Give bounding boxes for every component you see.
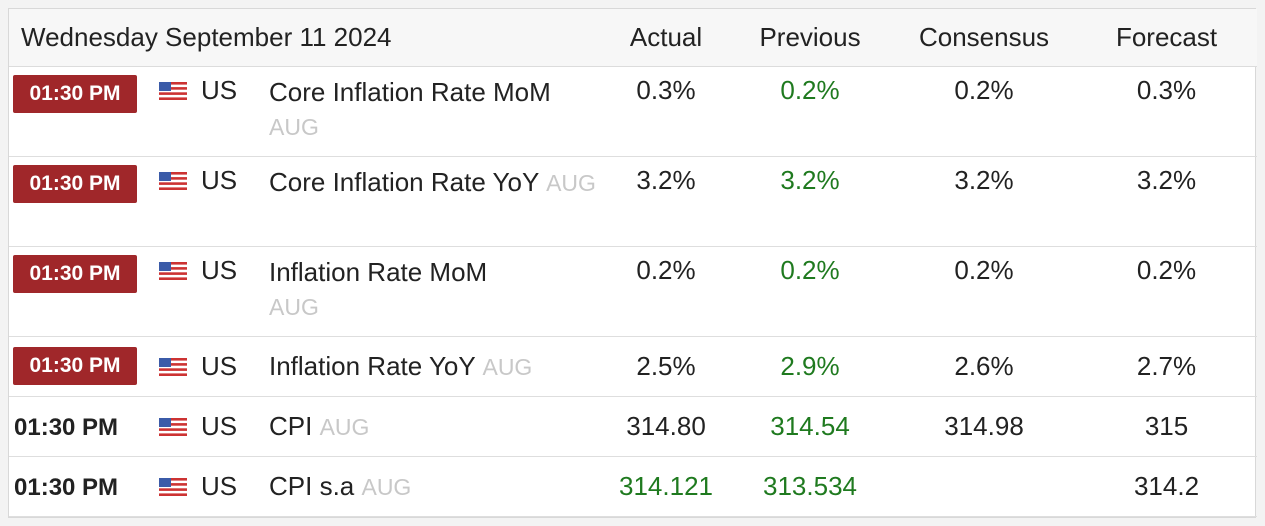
us-flag-icon	[159, 171, 187, 190]
country-cell: US	[159, 396, 269, 456]
forecast-header[interactable]: Forecast	[1115, 21, 1218, 52]
forecast-value: 3.2%	[1136, 164, 1197, 195]
us-flag-icon	[159, 417, 187, 436]
us-flag-icon	[159, 261, 187, 280]
event-name[interactable]: Inflation Rate YoY	[269, 350, 476, 381]
economic-calendar: Wednesday September 11 2024 Actual Previ…	[8, 8, 1258, 518]
consensus-value: 3.2%	[954, 164, 1014, 195]
forecast-value: 314.2	[1133, 470, 1200, 501]
country-code: US	[201, 74, 238, 105]
country-code: US	[201, 254, 238, 285]
header-row: Wednesday September 11 2024 Actual Previ…	[9, 9, 1258, 66]
forecast-value: 0.2%	[1136, 254, 1197, 285]
actual-header[interactable]: Actual	[629, 21, 703, 52]
previous-value: 3.2%	[780, 164, 840, 195]
time-badge: 01:30 PM	[13, 74, 137, 113]
table-row[interactable]: 01:30 PM US Core Inflation Rate YoY AUG …	[9, 156, 1258, 246]
consensus-value: 2.6%	[954, 350, 1014, 381]
event-name[interactable]: Inflation Rate MoM	[269, 256, 488, 287]
previous-value: 314.54	[770, 410, 850, 441]
time-label: 01:30 PM	[14, 413, 119, 441]
actual-value: 314.121	[619, 470, 713, 501]
country-code: US	[201, 350, 238, 381]
event-name[interactable]: Core Inflation Rate YoY	[269, 166, 539, 197]
consensus-header[interactable]: Consensus	[918, 21, 1050, 52]
actual-value: 0.3%	[636, 74, 696, 105]
previous-value: 313.534	[763, 470, 857, 501]
consensus-value: 0.2%	[954, 254, 1014, 285]
event-period: AUG	[546, 169, 596, 196]
table-row[interactable]: 01:30 PM US Inflation Rate MoM AUG 0.2% 0…	[9, 246, 1258, 336]
consensus-value: 314.98	[944, 410, 1024, 441]
us-flag-icon	[159, 477, 187, 496]
table-row[interactable]: 01:30 PM US Core Inflation Rate MoM AUG …	[9, 66, 1258, 156]
country-cell: US	[159, 246, 269, 336]
country-cell: US	[159, 66, 269, 156]
time-badge: 01:30 PM	[13, 347, 137, 385]
event-period: AUG	[269, 293, 319, 320]
previous-header[interactable]: Previous	[759, 21, 861, 52]
country-cell: US	[159, 456, 269, 516]
event-name[interactable]: CPI	[269, 410, 313, 441]
country-code: US	[201, 470, 238, 501]
event-period: AUG	[482, 353, 533, 380]
consensus-value: 0.2%	[954, 74, 1014, 105]
event-period: AUG	[361, 473, 412, 500]
time-badge: 01:30 PM	[13, 254, 137, 293]
table-row[interactable]: 01:30 PM US CPI s.a AUG 314.121 313.534 …	[9, 456, 1258, 516]
table-row[interactable]: 01:30 PM US Inflation Rate YoY AUG 2.5% …	[9, 336, 1258, 396]
time-badge: 01:30 PM	[13, 164, 137, 203]
consensus-value	[892, 456, 1076, 516]
event-name[interactable]: CPI s.a	[269, 470, 355, 501]
actual-value: 314.80	[626, 410, 706, 441]
calendar-table: Wednesday September 11 2024 Actual Previ…	[9, 9, 1258, 517]
forecast-value: 315	[1144, 410, 1189, 441]
us-flag-icon	[159, 81, 187, 100]
previous-value: 2.9%	[780, 350, 840, 381]
country-cell: US	[159, 336, 269, 396]
date-header: Wednesday September 11 2024	[21, 21, 392, 52]
us-flag-icon	[159, 357, 187, 376]
previous-value: 0.2%	[780, 74, 840, 105]
forecast-value: 2.7%	[1136, 350, 1197, 381]
event-period: AUG	[319, 413, 370, 440]
actual-value: 3.2%	[636, 164, 696, 195]
time-label: 01:30 PM	[14, 473, 119, 501]
country-code: US	[201, 410, 238, 441]
table-row[interactable]: 01:30 PM US CPI AUG 314.80 314.54 314.98…	[9, 396, 1258, 456]
forecast-value: 0.3%	[1136, 74, 1197, 105]
actual-value: 0.2%	[636, 254, 696, 285]
previous-value: 0.2%	[780, 254, 840, 285]
event-name[interactable]: Core Inflation Rate MoM	[269, 76, 551, 107]
country-cell: US	[159, 156, 269, 246]
country-code: US	[201, 164, 238, 195]
event-period: AUG	[269, 113, 319, 140]
actual-value: 2.5%	[636, 350, 696, 381]
